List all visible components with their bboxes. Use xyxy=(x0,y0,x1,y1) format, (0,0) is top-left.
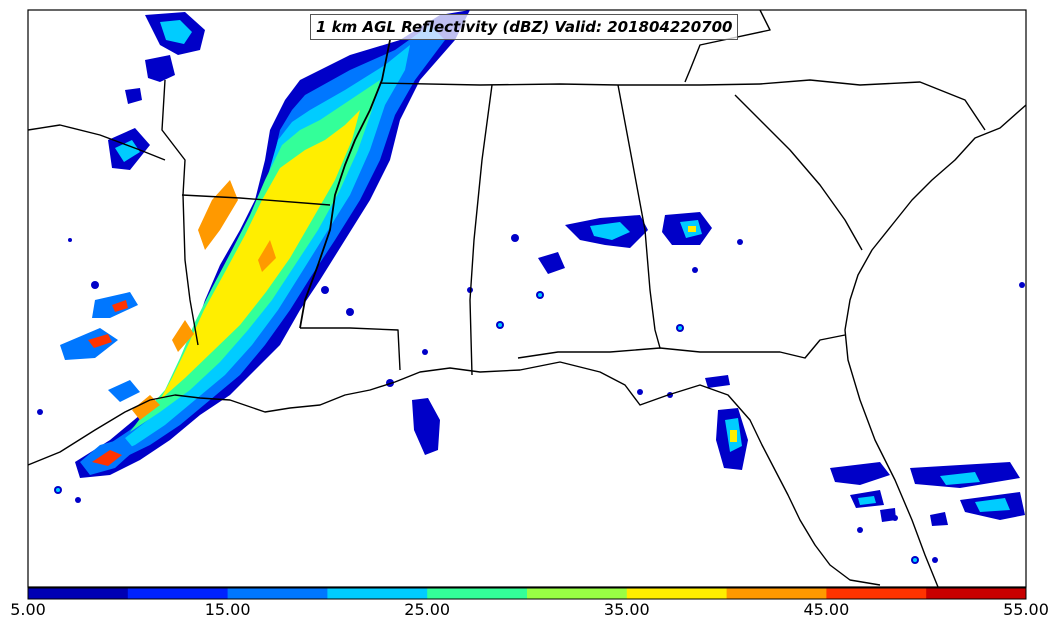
colorbar-tick-label: 15.00 xyxy=(204,600,251,619)
state-line-oklahoma xyxy=(27,124,166,161)
state-line-kentucky xyxy=(684,9,771,83)
reflectivity-field xyxy=(37,10,1025,564)
colorbar-segment xyxy=(626,588,728,599)
alabama-georgia-cluster-yellow xyxy=(688,226,696,232)
alabama-georgia-cluster-cyan xyxy=(590,220,702,240)
colorbar-segment xyxy=(427,588,528,599)
gulf-coastline xyxy=(27,361,881,586)
scattered-echo-dots-cyan xyxy=(56,293,917,562)
state-line-georgia-south-carolina xyxy=(734,94,863,251)
mississippi-river xyxy=(299,39,391,329)
florida-outline xyxy=(517,334,846,359)
squall-line-orange xyxy=(132,180,276,420)
colorbar-tick-label: 55.00 xyxy=(1003,600,1049,619)
gulf-coast-echoes xyxy=(412,375,748,470)
colorbar-labels: 5.00 15.00 25.00 35.00 45.00 55.00 xyxy=(0,600,1060,624)
gulf-coast-echoes-yellow xyxy=(730,430,737,442)
atlantic-echoes-cyan xyxy=(858,472,1010,512)
state-line-arkansas-louisiana xyxy=(181,194,331,206)
colorbar-segment xyxy=(926,588,1027,599)
texas-cells xyxy=(60,292,140,475)
colorbar-tick-label: 5.00 xyxy=(10,600,46,619)
texas-cells-core xyxy=(88,300,128,466)
state-line-louisiana xyxy=(300,327,401,371)
colorbar-tick-label: 45.00 xyxy=(803,600,850,619)
map-boundaries xyxy=(27,9,1027,588)
colorbar-tick-label: 25.00 xyxy=(404,600,451,619)
colorbar-segment xyxy=(28,588,129,599)
state-line-tennessee-south xyxy=(379,82,761,86)
state-line-mississippi-alabama xyxy=(469,84,493,376)
state-line-alabama-georgia xyxy=(617,84,661,349)
map-frame xyxy=(27,9,1027,588)
colorbar xyxy=(27,587,1027,600)
map-title: 1 km AGL Reflectivity (dBZ) Valid: 20180… xyxy=(310,14,739,40)
northwest-echoes-cyan xyxy=(115,20,192,162)
atlantic-coastline xyxy=(844,104,1027,588)
northwest-echoes xyxy=(108,12,205,170)
colorbar-tick-label: 35.00 xyxy=(603,600,650,619)
squall-line-yellow xyxy=(160,110,360,400)
colorbar-segment xyxy=(327,588,428,599)
state-line-texas xyxy=(161,79,199,346)
colorbar-segment xyxy=(127,588,229,599)
state-line-south-carolina-north xyxy=(759,79,986,131)
colorbar-segment xyxy=(826,588,927,599)
colorbar-segment xyxy=(227,588,328,599)
colorbar-frame xyxy=(27,587,1027,600)
colorbar-segment xyxy=(527,588,628,599)
colorbar-segment xyxy=(726,588,827,599)
alabama-georgia-cluster xyxy=(538,212,712,274)
